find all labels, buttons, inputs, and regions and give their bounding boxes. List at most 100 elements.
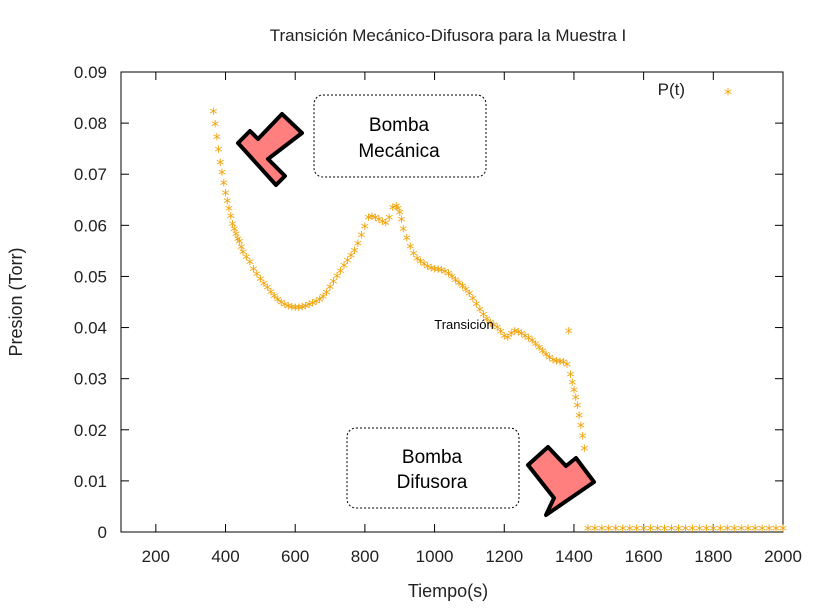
data-point: * xyxy=(256,272,264,291)
data-point: * xyxy=(779,521,787,540)
data-point: * xyxy=(333,268,341,287)
data-point: * xyxy=(695,521,703,540)
data-point: * xyxy=(222,186,230,205)
data-point: * xyxy=(253,266,261,285)
data-point: * xyxy=(406,239,414,258)
data-point: * xyxy=(232,227,240,246)
data-point: * xyxy=(427,260,435,279)
data-point: * xyxy=(514,325,522,344)
data-point: * xyxy=(371,210,379,229)
data-point: * xyxy=(546,350,554,369)
data-point: * xyxy=(723,521,731,540)
plot-frame xyxy=(120,71,784,533)
data-point: * xyxy=(716,521,724,540)
data-point: * xyxy=(559,354,567,373)
data-point: * xyxy=(413,251,421,270)
data-point: * xyxy=(507,326,515,345)
annotation-transicion: Transición xyxy=(434,317,493,332)
data-point: * xyxy=(493,320,501,339)
data-point: * xyxy=(389,200,397,219)
data-point: * xyxy=(309,296,317,315)
annotation-text-mecanica-line2: Mecánica xyxy=(358,141,440,162)
data-point: * xyxy=(521,328,529,347)
y-axis: 0 0.01 0.02 0.03 0.04 0.05 0.06 0.07 0.08 0.09 xyxy=(74,63,783,542)
data-point: * xyxy=(431,261,439,280)
data-point: * xyxy=(751,521,759,540)
y-tick-label: 0.08 xyxy=(74,114,107,133)
data-point: * xyxy=(319,289,327,308)
data-point: * xyxy=(483,311,491,330)
data-point: * xyxy=(326,280,334,299)
data-point: * xyxy=(451,273,459,292)
y-axis-label: Presion (Torr) xyxy=(6,247,26,356)
y-tick-label: 0.03 xyxy=(74,370,107,389)
data-point: * xyxy=(476,302,484,321)
arrow-mecanica-icon xyxy=(236,112,304,187)
data-point: * xyxy=(403,231,411,250)
data-point: * xyxy=(438,262,446,281)
data-point: * xyxy=(479,307,487,326)
data-point: * xyxy=(612,521,620,540)
data-point: * xyxy=(556,354,564,373)
data-point: * xyxy=(500,328,508,347)
data-point: * xyxy=(227,209,235,228)
data-point: * xyxy=(709,521,717,540)
data-point: * xyxy=(573,398,581,417)
data-point: * xyxy=(525,330,533,349)
x-tick-label: 200 xyxy=(142,547,170,566)
data-point: * xyxy=(316,292,324,311)
data-point: * xyxy=(539,344,547,363)
data-point: * xyxy=(270,288,278,307)
annotation-text-mecanica-line1: Bomba xyxy=(369,115,430,136)
data-point: * xyxy=(469,291,477,310)
data-point: * xyxy=(235,234,243,253)
data-point: * xyxy=(350,243,358,262)
data-point: * xyxy=(654,521,662,540)
data-point: * xyxy=(364,210,372,229)
data-point: * xyxy=(225,201,233,220)
x-tick-label: 1000 xyxy=(416,547,454,566)
data-point: * xyxy=(702,521,710,540)
data-point: * xyxy=(246,255,254,274)
data-point: * xyxy=(504,330,512,349)
y-tick-label: 0.04 xyxy=(74,319,107,338)
data-point: * xyxy=(277,295,285,314)
legend: P(t) * xyxy=(658,80,732,104)
data-point: * xyxy=(553,353,561,372)
data-point: * xyxy=(579,428,587,447)
data-point: * xyxy=(647,521,655,540)
data-point: * xyxy=(357,228,365,247)
data-point: * xyxy=(211,117,219,136)
data-point: * xyxy=(323,285,331,304)
data-point: * xyxy=(542,347,550,366)
x-tick-label: 1200 xyxy=(485,547,523,566)
data-point: * xyxy=(626,521,634,540)
data-point: * xyxy=(239,244,247,263)
data-point: * xyxy=(281,297,289,316)
data-point: * xyxy=(441,264,449,283)
data-point: * xyxy=(213,129,221,148)
data-point: * xyxy=(730,521,738,540)
data-point: * xyxy=(382,215,390,234)
data-point: * xyxy=(511,324,519,343)
data-point: * xyxy=(237,239,245,258)
data-point: * xyxy=(424,259,432,278)
data-point: * xyxy=(591,521,599,540)
x-axis-label: Tiempo(s) xyxy=(408,581,488,601)
data-point: * xyxy=(448,269,456,288)
data-point: * xyxy=(445,266,453,285)
data-point: * xyxy=(223,193,231,212)
data-point: * xyxy=(566,367,574,386)
data-point: * xyxy=(263,280,271,299)
data-point: * xyxy=(577,418,585,437)
data-point: * xyxy=(744,521,752,540)
data-point: * xyxy=(274,292,282,311)
data-point: * xyxy=(340,258,348,277)
data-point: * xyxy=(260,276,268,295)
y-tick-label: 0.05 xyxy=(74,267,107,286)
y-tick-label: 0.07 xyxy=(74,165,107,184)
data-point: * xyxy=(619,521,627,540)
data-point: * xyxy=(668,521,676,540)
data-point: * xyxy=(399,221,407,240)
chart-title: Transición Mecánico-Difusora para la Mue… xyxy=(270,26,627,45)
